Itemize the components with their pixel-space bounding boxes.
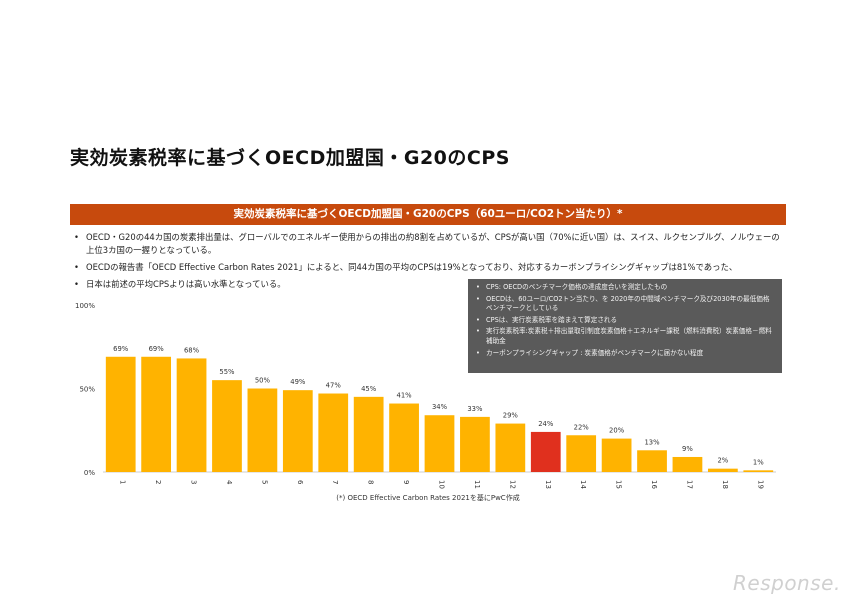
source-note: (*) OECD Effective Carbon Rates 2021を基にP… [336, 494, 520, 502]
x-tick-label: 5 [260, 480, 268, 484]
x-tick-label: 2 [154, 480, 162, 484]
bar [212, 380, 242, 472]
data-label: 13% [644, 438, 660, 446]
data-label: 22% [574, 423, 590, 431]
x-tick-label: 15 [615, 480, 623, 489]
bar [460, 416, 490, 472]
data-label: 49% [290, 378, 306, 386]
page-title: 実効炭素税率に基づくOECD加盟国・G20のCPS [70, 147, 510, 169]
x-tick-label: 9 [402, 480, 410, 484]
bar [637, 450, 667, 472]
definition-item: OECDは、60ユーロ/CO2トン当たり、を 2020年の中間域ベンチマーク及び… [476, 295, 774, 314]
data-label: 29% [503, 412, 519, 420]
bar [707, 468, 738, 472]
x-tick-label: 1 [119, 480, 127, 484]
data-label: 9% [682, 445, 693, 453]
bar [495, 423, 526, 472]
data-label: 1% [753, 458, 764, 466]
definition-item: 実行炭素税率:炭素税＋排出量取引制度炭素価格＋エネルギー課税（燃料消費税）炭素価… [476, 327, 774, 346]
bar [141, 356, 172, 472]
bullet-item: OECDの報告書「OECD Effective Carbon Rates 202… [74, 261, 786, 274]
x-tick-label: 13 [544, 480, 552, 489]
x-tick-label: 17 [685, 480, 693, 489]
data-label: 69% [149, 345, 165, 353]
bar [601, 438, 632, 472]
bar [105, 356, 136, 472]
data-label: 50% [255, 377, 271, 385]
data-label: 45% [361, 385, 377, 393]
data-label: 34% [432, 403, 448, 411]
definition-item: CPSは、実行炭素税率を踏まえて算定される [476, 316, 774, 326]
x-tick-label: 19 [756, 480, 764, 489]
bar [247, 388, 278, 472]
data-label: 20% [609, 427, 625, 435]
y-tick-label: 50% [79, 386, 95, 394]
x-tick-label: 16 [650, 480, 658, 489]
bar [743, 470, 774, 472]
bar [530, 431, 561, 472]
bullet-item: 日本は前述の平均CPSよりは高い水準となっている。 [74, 278, 786, 291]
bar [389, 403, 419, 472]
y-tick-label: 0% [84, 469, 95, 477]
data-label: 33% [467, 405, 483, 413]
bar [672, 456, 703, 472]
definition-item: CPS: OECDのベンチマーク価格の達成度合いを測定したもの [476, 283, 774, 293]
data-label: 69% [113, 345, 129, 353]
bar [424, 415, 455, 472]
x-tick-label: 18 [721, 480, 729, 489]
data-label: 2% [717, 457, 728, 465]
chart-banner: 実効炭素税率に基づくOECD加盟国・G20のCPS（60ユーロ/CO2トン当たり… [70, 204, 786, 225]
y-tick-label: 100% [75, 302, 95, 310]
x-tick-label: 6 [296, 480, 304, 485]
data-label: 47% [326, 382, 342, 390]
x-tick-label: 4 [225, 480, 233, 485]
bullet-list: OECD・G20の44カ国の炭素排出量は、グローバルでのエネルギー使用からの排出… [74, 231, 786, 295]
data-label: 41% [397, 392, 413, 400]
bar [282, 390, 313, 472]
x-tick-label: 11 [473, 480, 481, 489]
definitions-box: CPS: OECDのベンチマーク価格の達成度合いを測定したもの OECDは、60… [468, 279, 782, 373]
x-tick-label: 14 [579, 480, 587, 489]
x-tick-label: 8 [367, 480, 375, 484]
x-tick-label: 12 [508, 480, 516, 489]
data-label: 55% [219, 368, 235, 376]
bar [353, 396, 384, 472]
response-logo: Response. [733, 571, 841, 595]
x-tick-label: 10 [438, 480, 446, 489]
definition-item: カーボンプライシングギャップ : 炭素価格がベンチマークに届かない程度 [476, 349, 774, 359]
bar [176, 358, 207, 472]
bar [566, 435, 597, 472]
data-label: 68% [184, 346, 200, 354]
x-tick-label: 7 [331, 480, 339, 484]
data-label: 24% [538, 420, 554, 428]
x-tick-label: 3 [190, 480, 198, 484]
bar [318, 393, 349, 472]
bullet-item: OECD・G20の44カ国の炭素排出量は、グローバルでのエネルギー使用からの排出… [74, 231, 786, 257]
